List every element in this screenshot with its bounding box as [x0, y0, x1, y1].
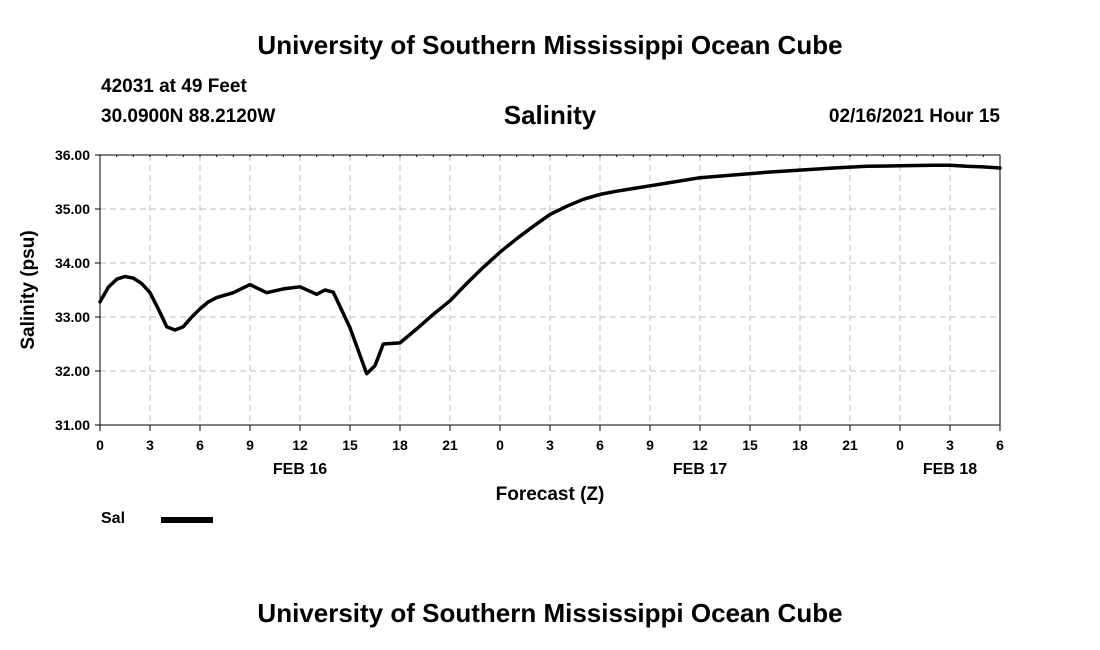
x-tick-label: 0 — [896, 437, 904, 453]
x-axis-label: Forecast (Z) — [496, 484, 605, 505]
x-tick-label: 6 — [996, 437, 1004, 453]
x-tick-label: 3 — [146, 437, 154, 453]
x-tick-label: 18 — [392, 437, 408, 453]
x-tick-label: 9 — [646, 437, 654, 453]
y-tick-label: 31.00 — [55, 417, 90, 433]
footer-title: University of Southern Mississippi Ocean… — [257, 598, 843, 628]
station-label: 42031 at 49 Feet — [101, 76, 247, 97]
date-label: FEB 16 — [273, 461, 327, 478]
date-label: FEB 17 — [673, 461, 727, 478]
x-tick-label: 6 — [196, 437, 204, 453]
x-tick-label: 3 — [946, 437, 954, 453]
x-tick-label: 6 — [596, 437, 604, 453]
y-axis-label: Salinity (psu) — [18, 230, 39, 349]
x-tick-label: 0 — [496, 437, 504, 453]
x-tick-label: 9 — [246, 437, 254, 453]
x-tick-label: 12 — [692, 437, 708, 453]
x-tick-label: 15 — [742, 437, 758, 453]
page-title: University of Southern Mississippi Ocean… — [257, 30, 843, 60]
x-tick-label: 21 — [442, 437, 458, 453]
y-tick-label: 36.00 — [55, 147, 90, 163]
legend-label: Sal — [101, 510, 126, 527]
y-tick-label: 34.00 — [55, 255, 90, 271]
x-tick-label: 0 — [96, 437, 104, 453]
y-tick-label: 32.00 — [55, 363, 90, 379]
chart-title: Salinity — [503, 100, 597, 130]
forecast-datetime: 02/16/2021 Hour 15 — [828, 106, 1000, 127]
x-tick-label: 12 — [292, 437, 308, 453]
x-tick-label: 18 — [792, 437, 808, 453]
x-tick-label: 3 — [546, 437, 554, 453]
plot-frame — [99, 154, 1001, 426]
series-line-sal — [98, 163, 1002, 376]
legend-swatch — [161, 517, 213, 523]
x-tick-label: 15 — [342, 437, 358, 453]
coordinates-label: 30.0900N 88.2120W — [101, 106, 276, 127]
y-tick-label: 33.00 — [55, 309, 90, 325]
date-label: FEB 18 — [923, 461, 977, 478]
y-tick-label: 35.00 — [55, 201, 90, 217]
x-tick-label: 21 — [842, 437, 858, 453]
